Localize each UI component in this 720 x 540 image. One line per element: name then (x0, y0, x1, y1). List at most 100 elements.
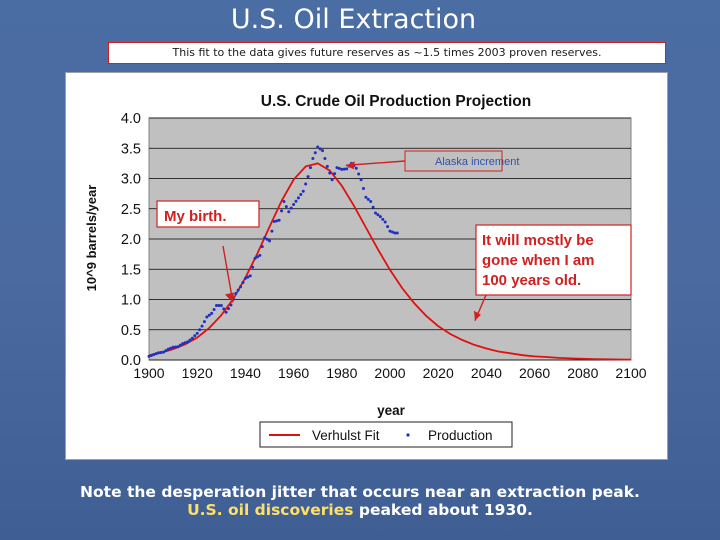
production-point (386, 225, 390, 229)
production-point (395, 231, 399, 235)
production-point (154, 352, 158, 356)
production-point (277, 218, 281, 222)
production-point (354, 166, 358, 170)
production-point (289, 206, 293, 210)
production-point (149, 353, 153, 357)
production-point (282, 199, 286, 203)
production-point (390, 230, 394, 234)
production-point (323, 157, 327, 161)
production-point (236, 288, 240, 292)
production-point (359, 178, 363, 182)
subtitle-box: This fit to the data gives future reserv… (108, 42, 666, 64)
production-point (383, 220, 387, 224)
production-point (188, 338, 192, 342)
production-point (388, 229, 392, 233)
production-point (198, 328, 202, 332)
production-point (186, 340, 190, 344)
production-point (195, 331, 199, 335)
production-point (176, 345, 180, 349)
production-point (161, 350, 165, 354)
production-point (169, 346, 173, 350)
x-tick-label: 1900 (133, 365, 164, 381)
alaska-arrow (345, 160, 406, 167)
chart-title: U.S. Crude Oil Production Projection (261, 93, 531, 110)
y-tick-label: 3.0 (121, 172, 141, 188)
production-point (378, 215, 382, 219)
production-point (157, 351, 161, 355)
production-point (287, 210, 291, 214)
production-point (342, 167, 346, 171)
production-point (345, 167, 349, 171)
production-point (202, 320, 206, 324)
x-tick-label: 2000 (374, 365, 405, 381)
y-tick-label: 4.0 (121, 111, 141, 127)
slide-title: U.S. Oil Extraction (230, 4, 477, 35)
production-point (243, 276, 247, 280)
production-point (357, 172, 361, 176)
production-point (275, 219, 279, 223)
production-point (308, 166, 312, 170)
note-rest: peaked about 1930. (353, 501, 533, 519)
annotation-alaska: Alaska increment (435, 156, 519, 168)
production-point (174, 345, 178, 349)
annotation-gone: It will mostly be gone when I am 100 years… (482, 232, 595, 289)
production-point (239, 285, 243, 289)
production-point (219, 304, 223, 308)
production-point (369, 199, 373, 203)
x-tick-label: 2020 (423, 365, 454, 381)
production-point (166, 347, 170, 351)
production-point (159, 350, 163, 354)
production-point (311, 157, 315, 161)
production-point (227, 307, 231, 311)
production-point (335, 166, 339, 170)
production-point (280, 209, 284, 213)
production-point (366, 197, 370, 201)
production-point (340, 167, 344, 171)
production-point (304, 182, 308, 186)
production-point (241, 281, 245, 285)
production-point (253, 256, 257, 260)
production-point (200, 324, 204, 328)
production-point (333, 172, 337, 176)
production-point (296, 196, 300, 200)
production-chart: U.S. Crude Oil Production Projection 0.0… (84, 93, 647, 448)
y-tick-label: 1.0 (121, 293, 141, 309)
production-point (217, 304, 221, 308)
production-point (251, 265, 255, 269)
fit-line (148, 162, 632, 361)
production-point (152, 353, 156, 357)
x-tick-label: 1920 (182, 365, 213, 381)
production-point (193, 334, 197, 338)
legend-production-swatch (406, 433, 410, 437)
note-line-2: U.S. oil discoveries peaked about 1930. (0, 501, 720, 519)
production-point (361, 186, 365, 190)
production-point (325, 164, 329, 168)
production-point (337, 167, 341, 171)
production-point (183, 341, 187, 345)
x-tick-label: 2040 (471, 365, 502, 381)
production-point (258, 253, 262, 257)
production-point (272, 219, 276, 223)
note-highlight: U.S. oil discoveries (187, 501, 354, 519)
production-point (246, 275, 250, 279)
legend-fit-label: Verhulst Fit (312, 428, 380, 443)
production-point (255, 255, 259, 259)
x-tick-label: 2060 (519, 365, 550, 381)
production-point (207, 313, 211, 317)
production-point (178, 343, 182, 347)
production-point (299, 193, 303, 197)
production-point (248, 274, 252, 278)
production-point (318, 147, 322, 151)
production-point (268, 239, 271, 243)
x-tick-label: 2080 (567, 365, 598, 381)
y-tick-label: 0.0 (121, 353, 141, 369)
production-point (270, 229, 274, 233)
production-point (306, 175, 310, 179)
production-point (328, 171, 332, 175)
production-point (234, 291, 238, 295)
production-point (316, 145, 320, 149)
production-point (364, 195, 368, 199)
note-line-1: Note the desperation jitter that occurs … (80, 483, 640, 501)
production-point (181, 342, 185, 346)
y-tick-label: 0.5 (121, 323, 141, 339)
